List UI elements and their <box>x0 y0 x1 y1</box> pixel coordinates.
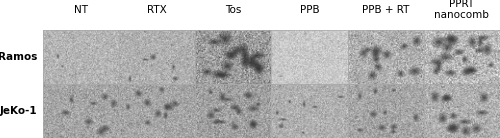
Text: RTX: RTX <box>147 5 167 15</box>
Text: Tos: Tos <box>225 5 242 15</box>
Text: JeKo-1: JeKo-1 <box>0 106 38 116</box>
Text: PPRT
nanocomb: PPRT nanocomb <box>434 0 490 20</box>
Text: Ramos: Ramos <box>0 52 38 62</box>
Text: NT: NT <box>74 5 88 15</box>
Text: PPB + RT: PPB + RT <box>362 5 410 15</box>
Text: PPB: PPB <box>300 5 319 15</box>
